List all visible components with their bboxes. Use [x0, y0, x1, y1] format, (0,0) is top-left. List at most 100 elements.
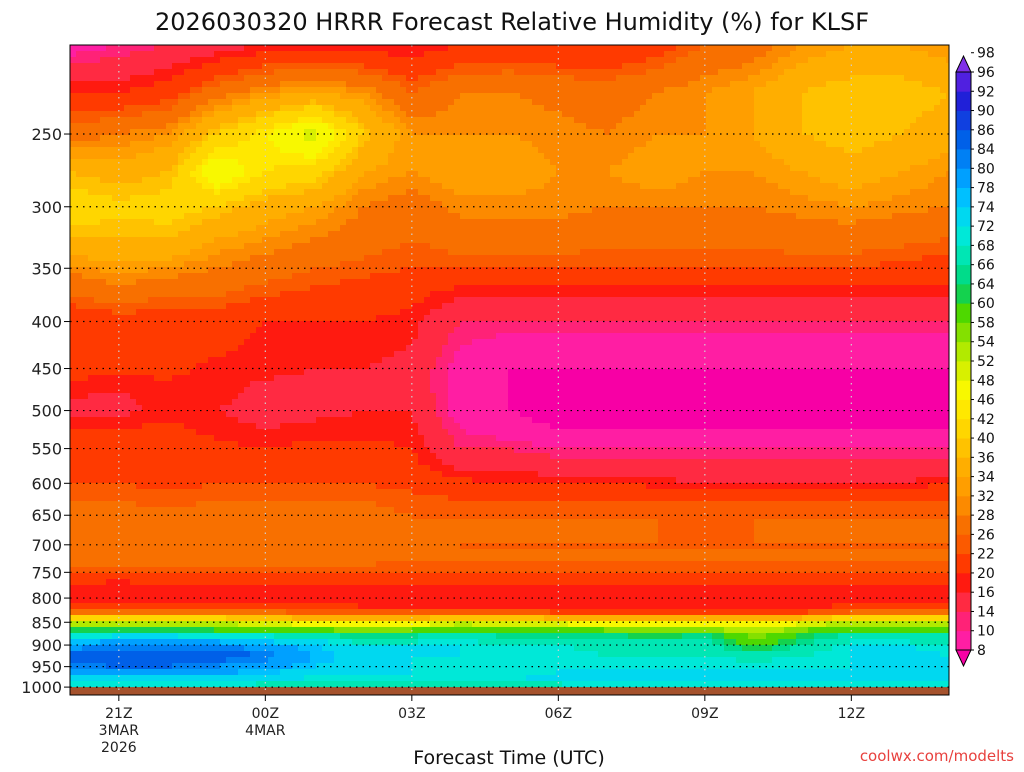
rh-cell	[268, 525, 275, 532]
rh-cell	[94, 483, 101, 490]
rh-cell	[220, 639, 227, 646]
rh-cell	[190, 69, 197, 76]
rh-cell	[232, 447, 239, 454]
rh-cell	[220, 549, 227, 556]
rh-cell	[232, 231, 239, 238]
rh-cell	[280, 93, 287, 100]
rh-cell	[142, 303, 149, 310]
rh-cell	[76, 411, 83, 418]
rh-cell	[172, 555, 179, 562]
rh-cell	[214, 171, 221, 178]
rh-cell	[88, 375, 95, 382]
rh-cell	[244, 471, 251, 478]
rh-cell	[298, 651, 305, 658]
rh-cell	[280, 177, 287, 184]
rh-cell	[256, 639, 263, 646]
rh-cell	[124, 315, 131, 322]
rh-cell	[232, 375, 239, 382]
rh-cell	[70, 81, 77, 88]
rh-cell	[82, 249, 89, 256]
rh-cell	[286, 513, 293, 520]
rh-cell	[130, 171, 137, 178]
rh-cell	[250, 321, 257, 328]
rh-cell	[94, 141, 101, 148]
rh-cell	[88, 453, 95, 460]
rh-cell	[160, 231, 167, 238]
rh-cell	[310, 609, 317, 616]
rh-cell	[184, 459, 191, 466]
rh-cell	[82, 675, 89, 682]
rh-cell	[346, 153, 353, 160]
rh-cell	[298, 489, 305, 496]
rh-cell	[154, 627, 161, 634]
rh-cell	[100, 477, 107, 484]
rh-cell	[334, 249, 341, 256]
rh-cell	[226, 195, 233, 202]
rh-cell	[280, 471, 287, 478]
rh-cell	[196, 519, 203, 526]
rh-cell	[250, 369, 257, 376]
rh-cell	[148, 111, 155, 118]
rh-cell	[70, 615, 77, 622]
rh-cell	[148, 315, 155, 322]
rh-cell	[136, 219, 143, 226]
rh-cell	[178, 279, 185, 286]
rh-cell	[106, 399, 113, 406]
rh-cell	[88, 357, 95, 364]
rh-cell	[130, 225, 137, 232]
rh-cell	[322, 321, 329, 328]
rh-cell	[106, 363, 113, 370]
rh-cell	[160, 69, 167, 76]
rh-cell	[160, 453, 167, 460]
rh-cell	[88, 117, 95, 124]
rh-cell	[268, 549, 275, 556]
rh-cell	[130, 207, 137, 214]
rh-cell	[340, 639, 347, 646]
rh-cell	[112, 591, 119, 598]
rh-cell	[76, 255, 83, 262]
rh-cell	[154, 231, 161, 238]
rh-cell	[178, 309, 185, 316]
rh-cell	[310, 249, 317, 256]
rh-cell	[82, 141, 89, 148]
rh-cell	[94, 573, 101, 580]
rh-cell	[208, 561, 215, 568]
rh-cell	[148, 309, 155, 316]
rh-cell	[238, 189, 245, 196]
rh-cell	[304, 267, 311, 274]
rh-cell	[220, 99, 227, 106]
rh-cell	[286, 261, 293, 268]
rh-cell	[232, 207, 239, 214]
rh-cell	[202, 525, 209, 532]
rh-cell	[328, 57, 335, 64]
rh-cell	[148, 537, 155, 544]
rh-cell	[322, 363, 329, 370]
rh-cell	[280, 435, 287, 442]
rh-cell	[322, 315, 329, 322]
rh-cell	[274, 387, 281, 394]
rh-cell	[304, 597, 311, 604]
rh-cell	[76, 141, 83, 148]
rh-cell	[160, 93, 167, 100]
rh-cell	[184, 357, 191, 364]
rh-cell	[82, 297, 89, 304]
rh-cell	[334, 471, 341, 478]
rh-cell	[214, 255, 221, 262]
rh-cell	[232, 537, 239, 544]
rh-cell	[268, 159, 275, 166]
rh-cell	[196, 471, 203, 478]
rh-cell	[202, 537, 209, 544]
rh-cell	[292, 177, 299, 184]
rh-cell	[100, 363, 107, 370]
rh-cell	[154, 513, 161, 520]
rh-cell	[130, 537, 137, 544]
rh-cell	[208, 435, 215, 442]
rh-cell	[166, 363, 173, 370]
rh-cell	[130, 297, 137, 304]
rh-cell	[298, 663, 305, 670]
rh-cell	[202, 465, 209, 472]
rh-cell	[244, 669, 251, 676]
rh-cell	[166, 471, 173, 478]
rh-cell	[118, 393, 125, 400]
rh-cell	[88, 87, 95, 94]
